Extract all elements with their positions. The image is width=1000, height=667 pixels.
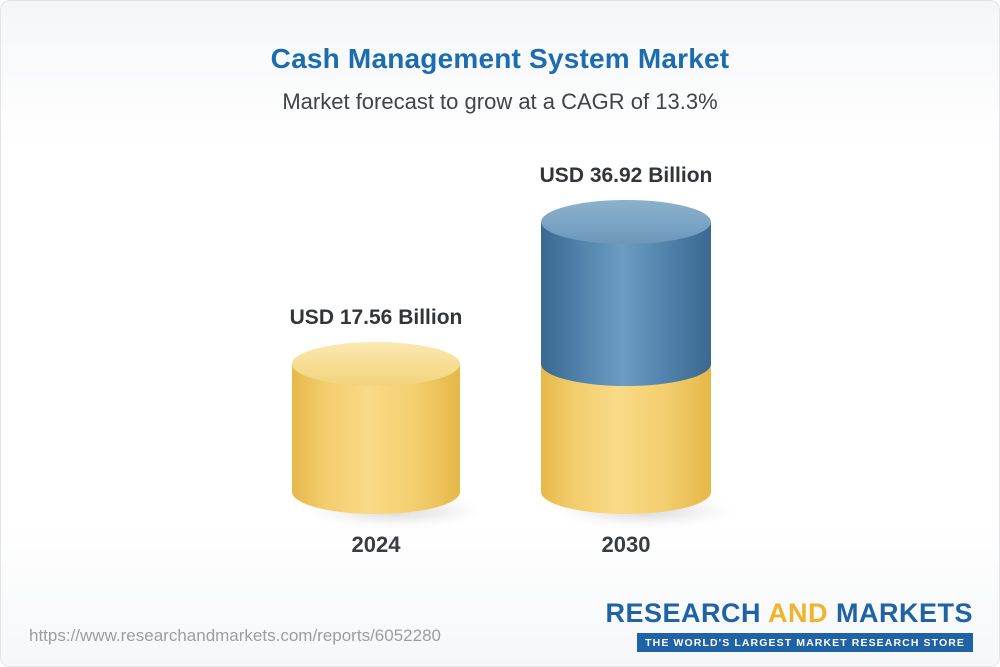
bar-2030-growth-segment xyxy=(541,222,711,386)
chart-title: Cash Management System Market xyxy=(270,43,730,74)
bar-2024-value-label: USD 17.56 Billion xyxy=(289,305,463,329)
logo-tagline: THE WORLD'S LARGEST MARKET RESEARCH STOR… xyxy=(637,633,973,652)
report-url-link[interactable]: https://www.researchandmarkets.com/repor… xyxy=(29,626,441,645)
logo-word-and: AND xyxy=(767,598,828,628)
bar-2030-cap xyxy=(541,200,711,245)
bar-2024-category-label: 2024 xyxy=(351,532,401,557)
logo-wordmark: RESEARCH AND MARKETS xyxy=(605,598,973,629)
logo-word-markets: MARKETS xyxy=(836,598,973,628)
bar-2030: USD 36.92 Billion 2030 xyxy=(540,164,735,557)
bar-2030-base-segment xyxy=(541,363,711,514)
bar-2030-value-label: USD 36.92 Billion xyxy=(539,164,713,188)
bar-2030-category-label: 2030 xyxy=(601,532,651,557)
researchandmarkets-logo: RESEARCH AND MARKETS THE WORLD'S LARGEST… xyxy=(605,598,973,652)
bar-2024-body xyxy=(292,363,460,514)
bar-2024-cap xyxy=(292,341,460,386)
chart-subtitle: Market forecast to grow at a CAGR of 13.… xyxy=(282,89,718,114)
logo-word-research: RESEARCH xyxy=(605,598,761,628)
bar-2024: USD 17.56 Billion 2024 xyxy=(290,306,484,557)
